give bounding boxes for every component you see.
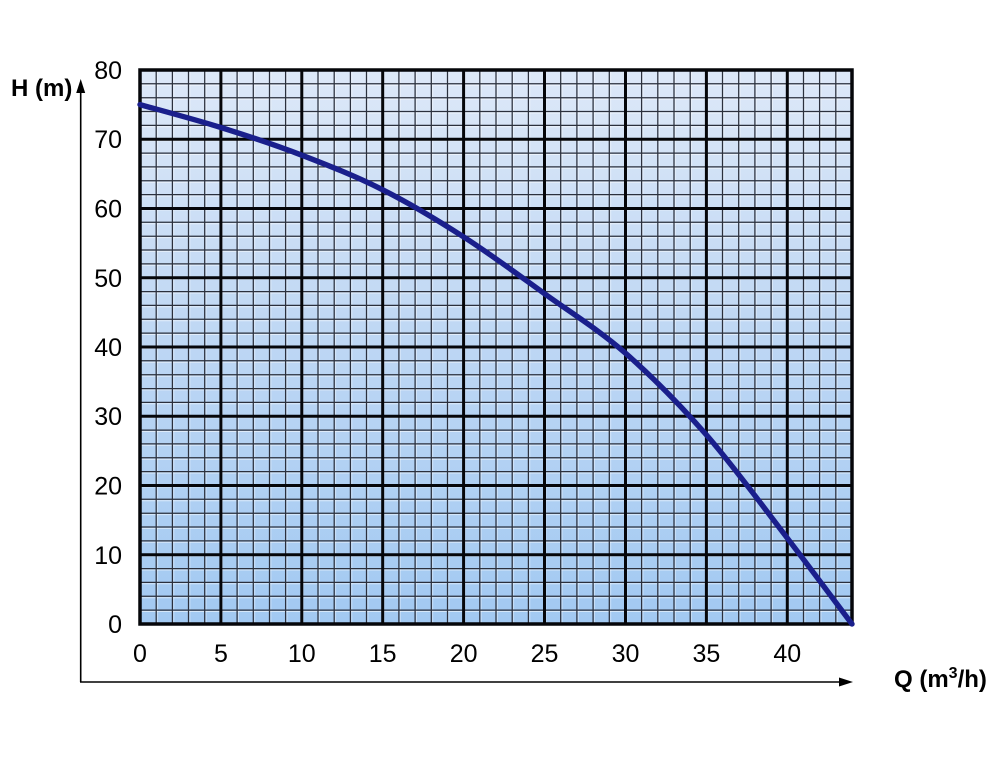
svg-text:80: 80 bbox=[94, 57, 122, 85]
svg-text:5: 5 bbox=[214, 640, 228, 668]
svg-text:20: 20 bbox=[94, 473, 122, 501]
svg-text:Q (m3/h): Q (m3/h) bbox=[894, 665, 987, 693]
svg-text:30: 30 bbox=[612, 640, 640, 668]
svg-text:70: 70 bbox=[94, 126, 122, 154]
svg-text:0: 0 bbox=[133, 640, 147, 668]
svg-text:50: 50 bbox=[94, 265, 122, 293]
svg-text:0: 0 bbox=[108, 611, 122, 639]
svg-text:35: 35 bbox=[692, 640, 720, 668]
svg-text:40: 40 bbox=[773, 640, 801, 668]
svg-text:20: 20 bbox=[450, 640, 478, 668]
svg-text:30: 30 bbox=[94, 403, 122, 431]
svg-text:40: 40 bbox=[94, 334, 122, 362]
svg-text:15: 15 bbox=[369, 640, 397, 668]
svg-text:25: 25 bbox=[531, 640, 559, 668]
svg-text:10: 10 bbox=[288, 640, 316, 668]
svg-text:60: 60 bbox=[94, 196, 122, 224]
svg-text:H (m): H (m) bbox=[11, 75, 72, 102]
svg-text:10: 10 bbox=[94, 542, 122, 570]
